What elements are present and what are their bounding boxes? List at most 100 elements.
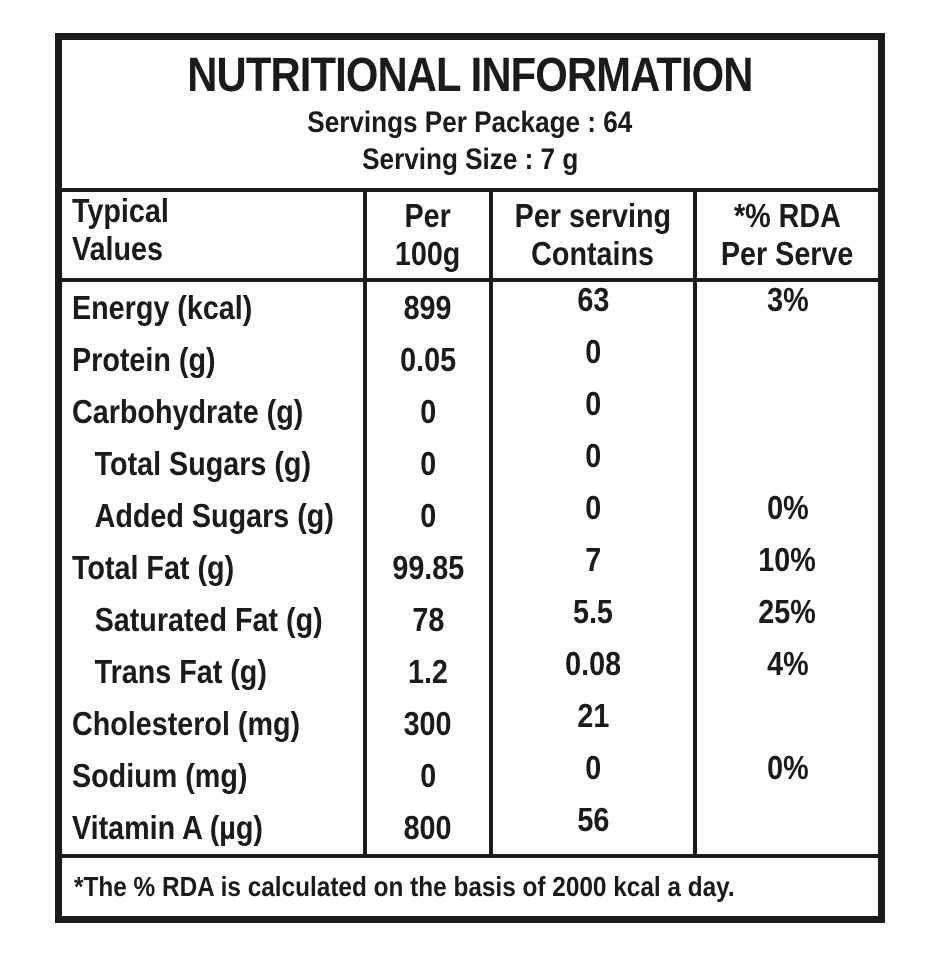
nutrient-label: Sodium (mg)	[72, 757, 248, 794]
nutrient-label-cell: Cholesterol (mg)	[62, 698, 367, 750]
per-100g-value: 899	[404, 289, 452, 326]
nutrient-label: Total Fat (g)	[72, 549, 235, 586]
nutrient-label-cell: Trans Fat (g)	[62, 646, 367, 698]
nutrient-label-cell: Carbohydrate (g)	[62, 386, 367, 438]
per-serving-value: 0	[585, 489, 601, 526]
serving-size: Serving Size : 7 g	[361, 143, 579, 176]
per-100g-value: 800	[404, 809, 452, 846]
column-header-line: 100g	[395, 235, 461, 272]
per-100g-value: 1.2	[408, 653, 448, 690]
rda-footnote-block: *The % RDA is calculated on the basis of…	[62, 858, 878, 916]
rda-cell: 0%	[697, 749, 878, 802]
column-header-line: Typical	[72, 192, 169, 229]
rda-cell: 25%	[697, 593, 878, 646]
rda-cell: 0%	[697, 489, 878, 542]
column-header-line: Contains	[531, 235, 655, 272]
nutrition-table: Typical Values Per 100g Per serving Cont…	[62, 192, 878, 858]
per-100g-cell: 99.85	[367, 542, 493, 594]
per-serving-value: 5.5	[573, 593, 613, 630]
rda-value: 0%	[766, 489, 809, 526]
nutrient-label: Energy (kcal)	[72, 289, 253, 326]
column-header-per-serving: Per serving Contains	[493, 192, 697, 282]
nutrient-label: Carbohydrate (g)	[72, 393, 304, 430]
rda-footnote: *The % RDA is calculated on the basis of…	[74, 871, 735, 902]
column-header-line: Values	[72, 230, 163, 267]
nutrition-label: NUTRITIONAL INFORMATION Servings Per Pac…	[55, 33, 885, 923]
per-100g-cell: 0	[367, 438, 493, 490]
nutrient-label: Vitamin A (µg)	[72, 809, 263, 846]
per-100g-cell: 0	[367, 750, 493, 802]
per-100g-value: 78	[412, 601, 444, 638]
nutrient-label-cell: Saturated Fat (g)	[62, 594, 367, 646]
per-serving-cell: 63	[493, 281, 697, 334]
per-100g-cell: 899	[367, 282, 493, 334]
rda-cell: 10%	[697, 541, 878, 594]
per-serving-value: 63	[577, 281, 609, 318]
rda-cell	[697, 802, 878, 854]
label-title-block: NUTRITIONAL INFORMATION Servings Per Pac…	[62, 40, 878, 192]
nutrient-label: Total Sugars (g)	[94, 445, 312, 482]
nutrient-label-cell: Sodium (mg)	[62, 750, 367, 802]
per-serving-cell: 0	[493, 437, 697, 490]
per-100g-value: 0	[420, 757, 436, 794]
column-header-line: Per	[404, 197, 452, 234]
per-100g-value: 300	[404, 705, 452, 742]
rda-cell	[697, 386, 878, 438]
nutrient-label-cell: Vitamin A (µg)	[62, 802, 367, 854]
per-100g-value: 0.05	[400, 341, 456, 378]
nutrient-label-cell: Energy (kcal)	[62, 282, 367, 334]
column-header-rda-per-serve: *% RDA Per Serve	[697, 192, 878, 282]
column-header-per-100g: Per 100g	[367, 192, 493, 282]
per-100g-cell: 300	[367, 698, 493, 750]
column-header-line: *% RDA	[734, 197, 841, 234]
per-serving-cell: 5.5	[493, 593, 697, 646]
per-serving-cell: 0	[493, 385, 697, 438]
rda-cell	[697, 698, 878, 750]
per-serving-cell: 0	[493, 749, 697, 802]
column-header-typical-values: Typical Values	[62, 192, 367, 282]
rda-value: 10%	[758, 541, 817, 578]
nutrient-label: Protein (g)	[72, 341, 216, 378]
column-header-line: Per serving	[514, 197, 672, 234]
per-serving-value: 0	[585, 749, 601, 786]
per-100g-value: 99.85	[392, 549, 464, 586]
per-serving-cell: 0	[493, 333, 697, 386]
per-100g-cell: 1.2	[367, 646, 493, 698]
per-100g-cell: 0.05	[367, 334, 493, 386]
per-serving-cell: 7	[493, 541, 697, 594]
nutrient-label: Trans Fat (g)	[94, 653, 267, 690]
rda-cell	[697, 438, 878, 490]
per-serving-value: 0	[585, 333, 601, 370]
per-serving-value: 0	[585, 385, 601, 422]
nutrient-label-cell: Total Fat (g)	[62, 542, 367, 594]
label-title: NUTRITIONAL INFORMATION	[187, 49, 753, 102]
per-100g-cell: 78	[367, 594, 493, 646]
rda-value: 0%	[766, 749, 809, 786]
per-100g-cell: 800	[367, 802, 493, 854]
per-100g-cell: 0	[367, 386, 493, 438]
rda-cell	[697, 334, 878, 386]
per-100g-value: 0	[420, 393, 436, 430]
nutrient-label-cell: Added Sugars (g)	[62, 490, 367, 542]
per-serving-value: 56	[577, 801, 609, 838]
nutrient-label: Saturated Fat (g)	[94, 601, 323, 638]
rda-value: 25%	[758, 593, 817, 630]
rda-cell: 3%	[697, 281, 878, 334]
per-serving-value: 0.08	[565, 645, 621, 682]
per-serving-cell: 56	[493, 801, 697, 854]
per-100g-cell: 0	[367, 490, 493, 542]
nutrient-label: Added Sugars (g)	[94, 497, 334, 534]
per-serving-value: 7	[585, 541, 601, 578]
column-header-line: Per Serve	[721, 235, 854, 272]
per-100g-value: 0	[420, 445, 436, 482]
per-serving-value: 0	[585, 437, 601, 474]
rda-value: 3%	[766, 281, 809, 318]
per-serving-cell: 21	[493, 697, 697, 750]
per-serving-cell: 0.08	[493, 645, 697, 698]
per-serving-value: 21	[577, 697, 609, 734]
nutrient-label-cell: Total Sugars (g)	[62, 438, 367, 490]
nutrient-label-cell: Protein (g)	[62, 334, 367, 386]
nutrient-label: Cholesterol (mg)	[72, 705, 301, 742]
rda-value: 4%	[766, 645, 809, 682]
servings-per-package: Servings Per Package : 64	[307, 106, 633, 139]
